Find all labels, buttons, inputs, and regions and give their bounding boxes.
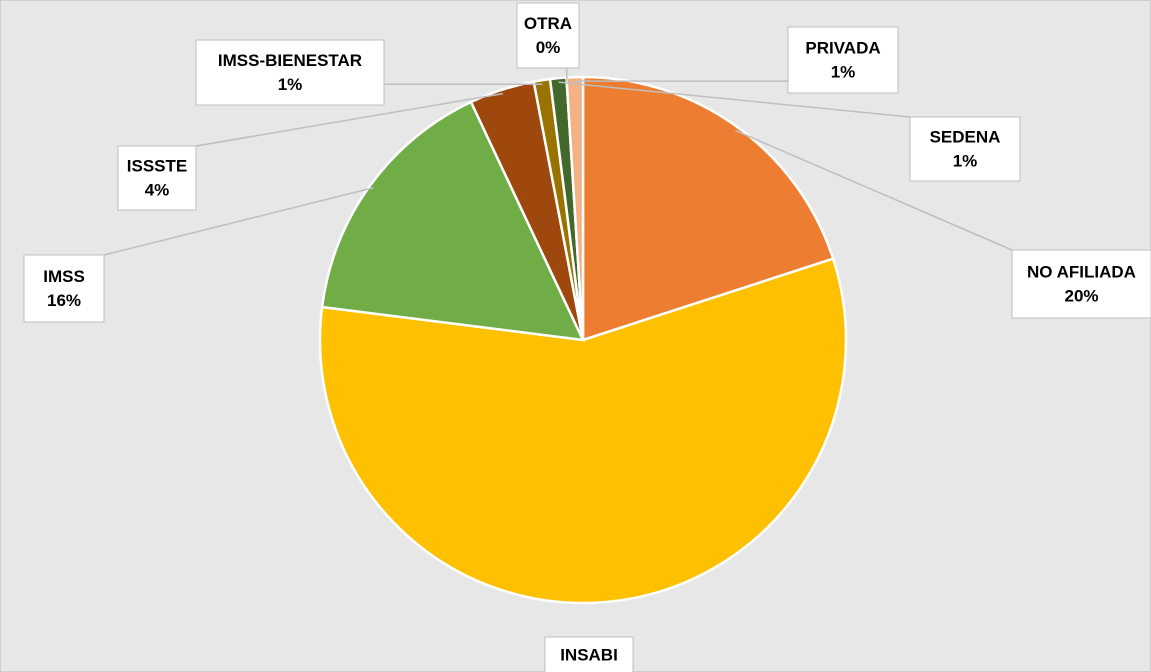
label-box <box>909 116 1021 182</box>
value-label: 1% <box>831 62 856 81</box>
label-box <box>516 2 580 69</box>
category-label: ISSSTE <box>127 156 187 175</box>
pie-slice <box>581 75 835 342</box>
category-label: PRIVADA <box>805 38 880 57</box>
value-label: 16% <box>47 291 81 310</box>
leader-line <box>734 129 1013 251</box>
category-label: NO AFILIADA <box>1027 262 1136 281</box>
category-label: SEDENA <box>930 127 1001 146</box>
label-box <box>117 145 197 211</box>
leader-line <box>558 81 911 118</box>
leader-line <box>103 187 374 256</box>
category-label: IMSS-BIENESTAR <box>218 51 362 70</box>
label-box <box>544 636 634 672</box>
label-box <box>787 26 899 94</box>
value-label: 20% <box>1064 286 1098 305</box>
value-label: 0% <box>536 38 561 57</box>
category-label: INSABI <box>560 645 618 664</box>
pie-slice <box>320 100 586 342</box>
value-label: 1% <box>278 75 303 94</box>
label-box <box>23 254 105 323</box>
label-box <box>195 39 385 106</box>
label-box <box>1011 249 1151 319</box>
value-label: 4% <box>145 180 170 199</box>
pie-slice <box>318 257 848 605</box>
category-label: OTRA <box>524 14 572 33</box>
leader-line <box>195 92 504 147</box>
category-label: IMSS <box>43 267 85 286</box>
value-label: 1% <box>953 151 978 170</box>
